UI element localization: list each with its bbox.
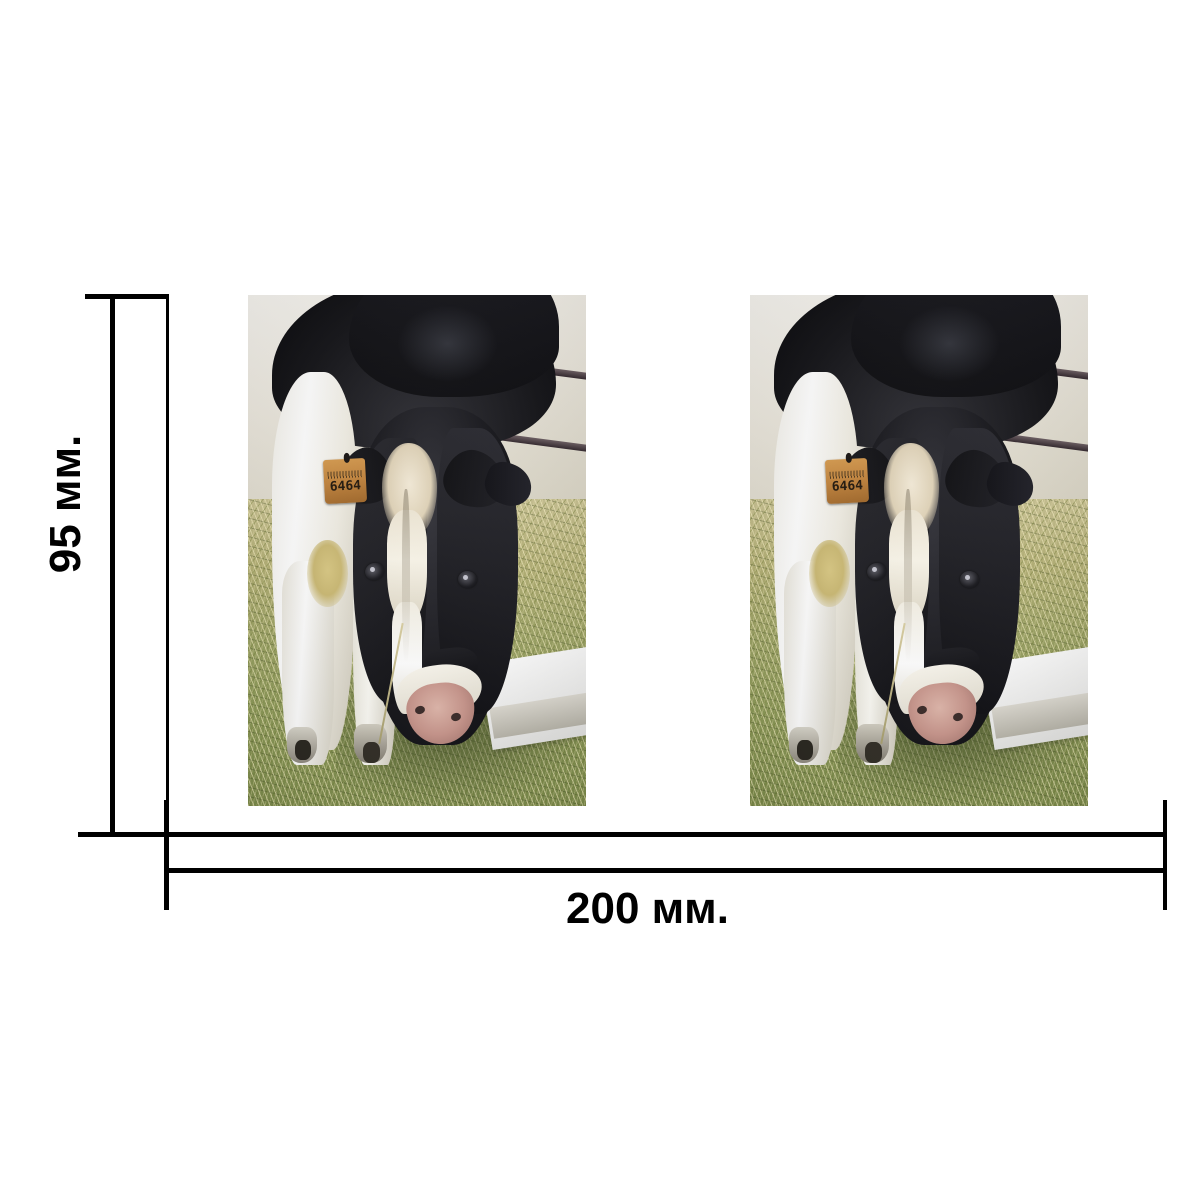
ear-tag-barcode [829, 469, 865, 479]
cow-ear-tag: 6464 [322, 452, 368, 504]
ear-tag-barcode [327, 469, 363, 479]
photo-content: 6464 [248, 295, 586, 806]
ear-tag-number: 6464 [329, 477, 362, 495]
height-label: 95 мм. [41, 434, 90, 574]
height-bottom-tick-line [78, 832, 169, 837]
cow-eye-left-highlight [871, 566, 878, 573]
height-dimension-line [110, 296, 115, 835]
width-right-extension-line [1163, 800, 1167, 910]
photo-left: 6464 [248, 295, 586, 806]
width-top-tick-line [166, 832, 1166, 837]
cow-hoof-rear-tip [362, 742, 380, 763]
cow-knee-stain [307, 540, 348, 607]
width-dimension-line [166, 868, 1166, 873]
cow-eye-right-highlight [462, 574, 469, 581]
width-left-extension-line [164, 800, 169, 910]
width-label: 200 мм. [566, 884, 729, 933]
cow-knee-stain [809, 540, 850, 607]
cow-back [851, 295, 1061, 398]
cow-back [349, 295, 559, 398]
cow-blaze-shadow [401, 489, 410, 663]
cow-eye-left-highlight [369, 566, 376, 573]
cow-eye-right-highlight [964, 574, 971, 581]
cow-body-highlight [898, 305, 1001, 382]
cow-hoof-front-tip [295, 739, 311, 760]
photo-right: 6464 [750, 295, 1088, 806]
cow-hoof-front-tip [797, 739, 813, 760]
photo-content: 6464 [750, 295, 1088, 806]
cow-blaze-shadow [903, 489, 912, 663]
ear-tag-number: 6464 [831, 477, 864, 495]
cow-body-highlight [396, 305, 499, 382]
height-extension-line [166, 294, 169, 836]
height-top-tick-line [85, 294, 169, 299]
cow-ear-tag: 6464 [824, 452, 870, 504]
cow-hoof-rear-tip [864, 742, 882, 763]
